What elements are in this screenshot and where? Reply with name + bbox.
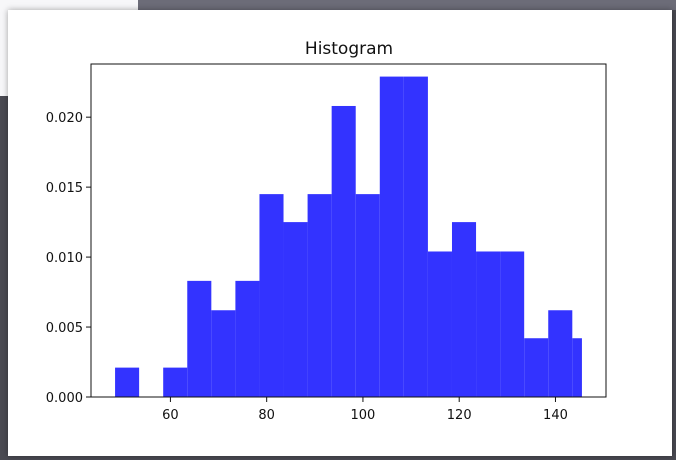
histogram-bar bbox=[548, 310, 573, 397]
background-window-edge bbox=[138, 0, 676, 10]
histogram-bar bbox=[403, 76, 428, 397]
y-tick-label: 0.020 bbox=[46, 111, 83, 126]
histogram-bar bbox=[572, 338, 582, 397]
histogram-bar bbox=[500, 251, 525, 397]
x-axis: 60 80 100 120 140 bbox=[162, 397, 568, 423]
histogram-bar bbox=[259, 194, 284, 397]
histogram-bar bbox=[427, 251, 452, 397]
histogram-bar bbox=[331, 105, 356, 397]
figure-window: Histogram 60 80 100 120 140 0.000 0.005 0.010 0… bbox=[8, 10, 672, 456]
y-tick-label: 0.015 bbox=[46, 181, 83, 196]
histogram-chart: Histogram 60 80 100 120 140 0.0000.0050.0100… bbox=[46, 39, 607, 423]
x-tick-label: 80 bbox=[258, 408, 275, 423]
histogram-bar bbox=[524, 338, 549, 397]
bars-layer bbox=[115, 76, 582, 397]
y-tick-label: 0.010 bbox=[46, 251, 83, 266]
y-tick-label: 0.000 bbox=[46, 391, 83, 406]
x-tick-label: 100 bbox=[351, 408, 376, 423]
x-tick-label: 120 bbox=[447, 408, 472, 423]
histogram-bar bbox=[115, 367, 140, 397]
histogram-bar bbox=[211, 310, 236, 397]
y-axis: 0.000 0.005 0.010 0.015 0.020 bbox=[46, 111, 91, 406]
chart-title: Histogram bbox=[305, 39, 393, 59]
histogram-bar bbox=[379, 76, 404, 397]
plot-frame bbox=[90, 63, 607, 398]
histogram-bar bbox=[307, 194, 332, 397]
x-tick-label: 140 bbox=[543, 408, 568, 423]
histogram-bar bbox=[451, 222, 477, 397]
y-tick-label: 0.005 bbox=[46, 321, 83, 336]
histogram-bar bbox=[355, 194, 380, 397]
histogram-bar bbox=[187, 280, 212, 397]
histogram-bar bbox=[235, 280, 260, 397]
histogram-bar bbox=[283, 222, 308, 397]
x-tick-label: 60 bbox=[162, 408, 179, 423]
histogram-bar bbox=[476, 251, 501, 397]
histogram-bar bbox=[163, 367, 188, 397]
